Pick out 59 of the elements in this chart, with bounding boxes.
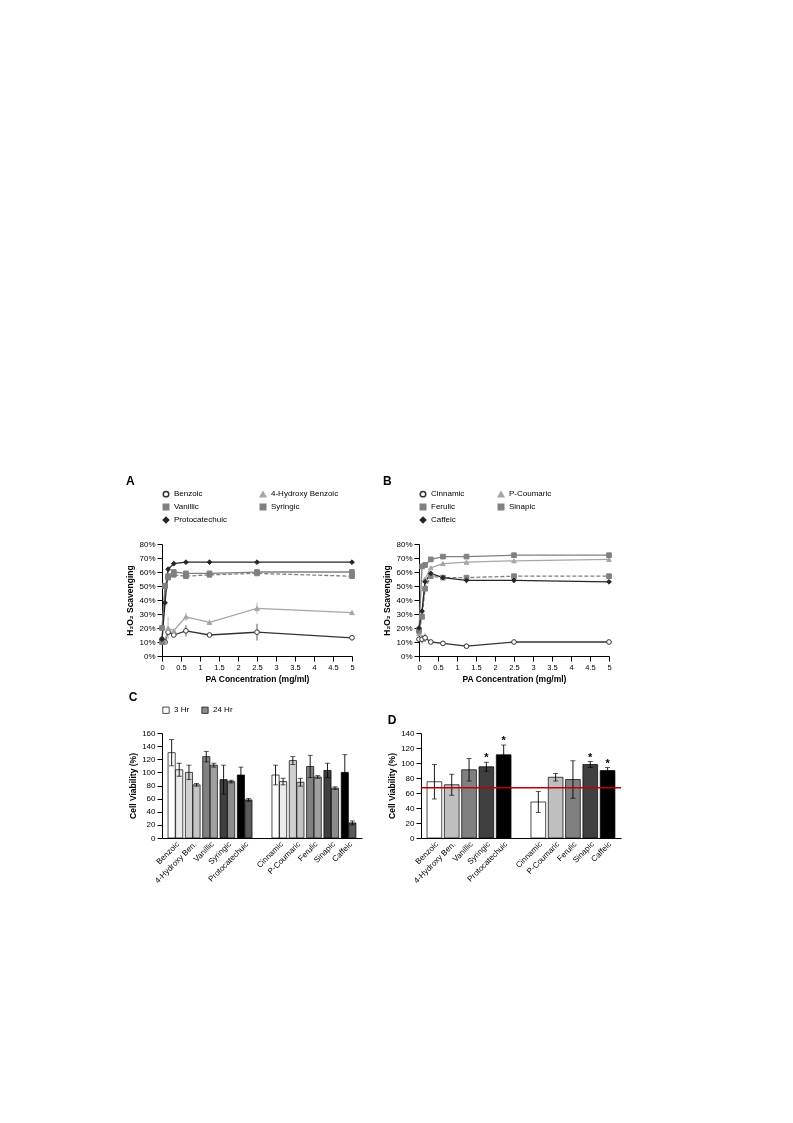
y-tick-label: 30% [139,609,156,619]
legend-label: Vanillic [174,502,199,511]
y-tick-label: 140 [142,741,157,751]
y-tick-label: 80% [139,539,156,549]
y-tick-label: 10% [139,637,156,647]
chart-title: C [128,690,138,704]
y-tick-label: 80 [405,773,416,783]
y-tick-label: 20% [139,623,156,633]
y-tick-label: 40% [396,595,413,605]
y-tick-label: 20 [146,820,157,830]
y-tick-label: 120 [401,743,416,753]
y-tick-label: 10% [396,637,413,647]
annotation: * [588,750,594,763]
annotation: * [501,734,507,746]
y-tick-label: 0% [143,651,156,661]
y-tick-label: 60% [139,567,156,577]
y-tick-label: 50% [139,581,156,591]
y-tick-label: 40% [139,595,156,605]
legend-label: Sinapic [509,502,536,511]
legend-label: Ferulic [431,502,456,511]
y-tick-label: 0% [400,651,413,661]
y-tick-label: 120 [142,754,157,764]
legend-label: Syringic [271,502,300,511]
legend-label: P-Coumaric [509,489,552,499]
y-axis-title: Cell Viability (%) [128,752,139,819]
legend-label: 4-Hydroxy Benzoic [271,489,339,499]
legend-label: 3 Hr [174,705,190,715]
y-tick-label: 40 [405,803,416,813]
y-tick-label: 160 [142,728,157,738]
y-tick-label: 60 [146,794,157,804]
y-tick-label: 30% [396,609,413,619]
legend-label: Cinnamic [431,489,465,499]
y-axis-title: H₂O₂ Scavenging [125,565,136,636]
y-tick-label: 70% [139,553,156,563]
chart-title: A [125,474,135,488]
y-axis-title: H₂O₂ Scavenging [382,565,393,636]
y-tick-label: 40 [146,807,157,817]
y-tick-label: 20 [405,818,416,828]
legend-label: Benzoic [174,489,203,499]
legend-label: 24 Hr [213,705,233,715]
annotation: * [605,756,611,769]
y-tick-label: 100 [142,767,157,777]
x-axis-title: PA Concentration (mg/ml) [205,674,310,684]
y-axis-title: Cell Viability (%) [387,752,398,819]
y-tick-label: 60 [405,788,416,798]
y-tick-label: 70% [396,553,413,563]
x-axis-title: PA Concentration (mg/ml) [462,674,567,684]
y-tick-label: 20% [396,623,413,633]
y-tick-label: 140 [401,728,416,738]
y-tick-label: 50% [396,581,413,591]
y-tick-label: 100 [401,758,416,768]
chart-title: D [387,713,397,727]
legend-label: Protocatechuic [174,515,227,524]
y-tick-label: 80% [396,539,413,549]
chart-title: B [382,474,392,488]
y-tick-label: 80 [146,781,157,790]
annotation: * [484,751,490,764]
y-tick-label: 60% [396,567,413,577]
legend-label: Caffeic [431,515,456,524]
